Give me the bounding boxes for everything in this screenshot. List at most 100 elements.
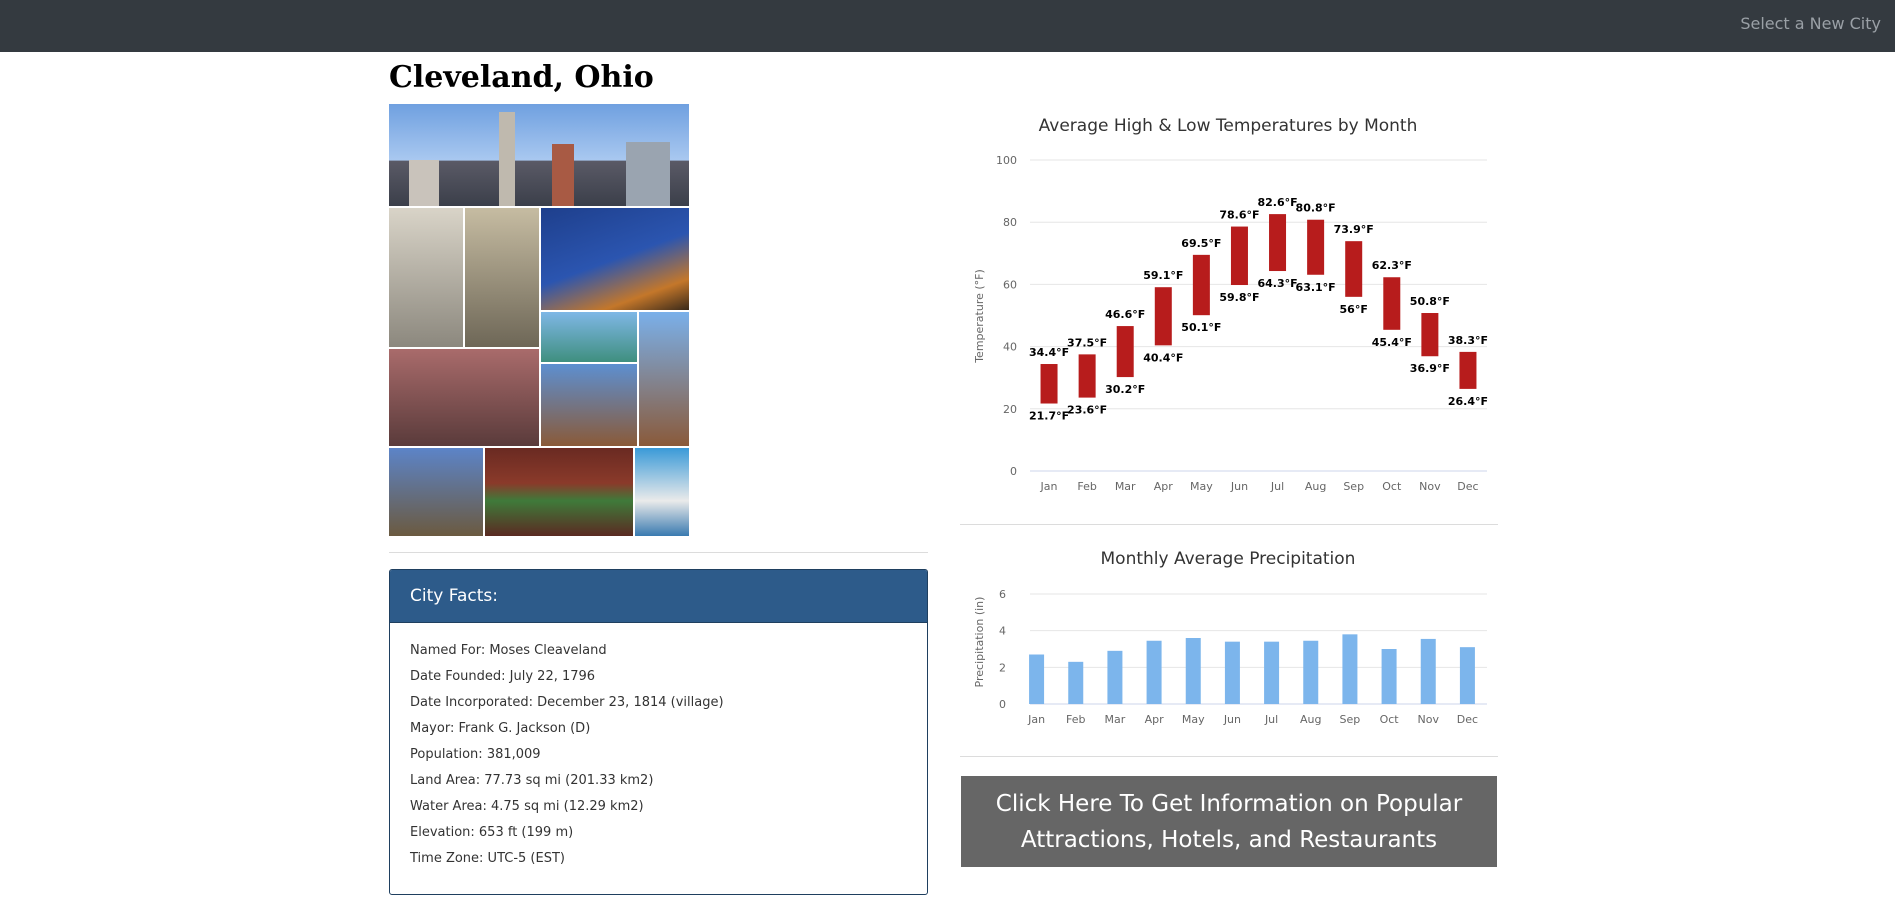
temperature-low-label: 50.1°F	[1181, 321, 1221, 334]
temperature-high-label: 34.4°F	[1029, 346, 1069, 359]
temperature-range-bar	[1459, 351, 1477, 389]
precipitation-x-tick: Dec	[1457, 713, 1478, 726]
temperature-x-tick: May	[1190, 480, 1213, 493]
precipitation-y-tick: 4	[999, 625, 1006, 638]
temperature-y-tick: 100	[996, 154, 1017, 167]
left-divider	[389, 552, 928, 553]
temperature-y-tick: 20	[1003, 403, 1017, 416]
precipitation-x-tick: May	[1182, 713, 1205, 726]
precipitation-x-tick: Jun	[1223, 713, 1241, 726]
temperature-range-bar	[1383, 277, 1401, 330]
temperature-range-bar	[1269, 214, 1287, 272]
attractions-hotels-restaurants-button[interactable]: Click Here To Get Information on Popular…	[961, 776, 1497, 867]
precipitation-x-tick: Jan	[1027, 713, 1045, 726]
temperature-x-tick: Dec	[1457, 480, 1478, 493]
temperature-low-label: 45.4°F	[1372, 336, 1412, 349]
city-photo-collage	[389, 104, 689, 536]
precipitation-x-tick: Jul	[1264, 713, 1278, 726]
temperature-high-label: 69.5°F	[1181, 237, 1221, 250]
temperature-low-label: 56°F	[1340, 303, 1368, 316]
temperature-low-label: 26.4°F	[1448, 395, 1488, 408]
precipitation-x-tick: Mar	[1105, 713, 1126, 726]
precipitation-chart-title: Monthly Average Precipitation	[1101, 549, 1356, 569]
precipitation-x-tick: Oct	[1380, 713, 1400, 726]
temperature-low-label: 59.8°F	[1219, 291, 1259, 304]
page-title: Cleveland, Ohio	[389, 60, 654, 95]
temperature-y-tick: 0	[1010, 465, 1017, 478]
temperature-y-tick: 40	[1003, 341, 1017, 354]
temperature-low-label: 30.2°F	[1105, 383, 1145, 396]
temperature-high-label: 73.9°F	[1334, 223, 1374, 236]
precipitation-bar	[1342, 634, 1358, 704]
temperature-x-tick: Oct	[1382, 480, 1402, 493]
temperature-range-bar	[1078, 354, 1096, 398]
select-new-city-link[interactable]: Select a New City	[1740, 14, 1881, 33]
temperature-chart: Average High & Low Temperatures by Month…	[973, 116, 1488, 493]
temperature-chart-title: Average High & Low Temperatures by Month	[1039, 116, 1418, 136]
temperature-x-tick: Feb	[1077, 480, 1096, 493]
fact-elevation: Elevation: 653 ft (199 m)	[410, 825, 574, 840]
precipitation-bar	[1146, 640, 1162, 704]
temperature-x-tick: Mar	[1115, 480, 1136, 493]
temperature-y-tick: 60	[1003, 278, 1017, 291]
precipitation-bar	[1185, 638, 1201, 704]
precipitation-bar	[1068, 661, 1084, 704]
temperature-low-label: 64.3°F	[1257, 277, 1297, 290]
fact-water-area: Water Area: 4.75 sq mi (12.29 km2)	[410, 799, 644, 814]
precipitation-x-tick: Apr	[1145, 713, 1165, 726]
temperature-low-label: 21.7°F	[1029, 410, 1069, 423]
precipitation-y-tick: 0	[999, 698, 1006, 711]
temperature-range-bar	[1230, 226, 1248, 286]
temperature-range-bar	[1345, 241, 1363, 297]
precipitation-y-axis-title: Precipitation (in)	[973, 597, 986, 688]
temperature-high-label: 37.5°F	[1067, 336, 1107, 349]
precipitation-bar	[1381, 649, 1397, 704]
fact-date-founded: Date Founded: July 22, 1796	[410, 669, 596, 684]
temperature-high-label: 50.8°F	[1410, 295, 1450, 308]
temperature-y-tick: 80	[1003, 216, 1017, 229]
city-facts-panel: City Facts: Named For: Moses Cleaveland …	[389, 569, 928, 895]
precipitation-x-tick: Feb	[1066, 713, 1085, 726]
precipitation-y-tick: 6	[999, 588, 1006, 601]
precipitation-bar	[1459, 647, 1475, 704]
precipitation-bar	[1107, 650, 1123, 704]
temperature-x-tick: Aug	[1305, 480, 1326, 493]
temperature-range-bar	[1421, 313, 1439, 357]
temperature-high-label: 82.6°F	[1257, 196, 1297, 209]
chart-divider-1	[960, 524, 1498, 525]
top-navbar: Select a New City	[0, 0, 1895, 52]
temperature-range-bar	[1116, 326, 1134, 378]
precipitation-chart: Monthly Average Precipitation Precipitat…	[973, 549, 1487, 726]
temperature-high-label: 59.1°F	[1143, 269, 1183, 282]
temperature-y-axis-title: Temperature (°F)	[973, 269, 986, 364]
fact-time-zone: Time Zone: UTC-5 (EST)	[410, 851, 565, 866]
temperature-low-label: 36.9°F	[1410, 362, 1450, 375]
temperature-high-label: 78.6°F	[1219, 209, 1259, 222]
temperature-low-label: 23.6°F	[1067, 404, 1107, 417]
temperature-high-label: 80.8°F	[1296, 202, 1336, 215]
temperature-range-bar	[1192, 254, 1210, 316]
temperature-x-tick: Jul	[1270, 480, 1284, 493]
temperature-high-label: 46.6°F	[1105, 308, 1145, 321]
precipitation-x-tick: Nov	[1418, 713, 1440, 726]
temperature-range-bar	[1307, 219, 1325, 275]
temperature-x-tick: Jan	[1040, 480, 1058, 493]
precipitation-bar	[1264, 641, 1280, 704]
precipitation-y-tick: 2	[999, 661, 1006, 674]
cta-label: Click Here To Get Information on Popular…	[995, 790, 1463, 853]
chart-divider-2	[960, 756, 1498, 757]
temperature-range-bar	[1040, 364, 1058, 404]
city-facts-header: City Facts:	[390, 570, 927, 623]
temperature-low-label: 63.1°F	[1296, 281, 1336, 294]
fact-mayor: Mayor: Frank G. Jackson (D)	[410, 721, 591, 736]
fact-land-area: Land Area: 77.73 sq mi (201.33 km2)	[410, 773, 654, 788]
temperature-x-tick: Apr	[1154, 480, 1174, 493]
temperature-range-bar	[1154, 287, 1172, 346]
precipitation-x-tick: Aug	[1300, 713, 1321, 726]
fact-population: Population: 381,009	[410, 747, 541, 762]
precipitation-bar	[1224, 641, 1240, 704]
temperature-high-label: 62.3°F	[1372, 259, 1412, 272]
temperature-x-tick: Sep	[1343, 480, 1364, 493]
precipitation-bar	[1029, 654, 1045, 704]
precipitation-x-tick: Sep	[1340, 713, 1361, 726]
